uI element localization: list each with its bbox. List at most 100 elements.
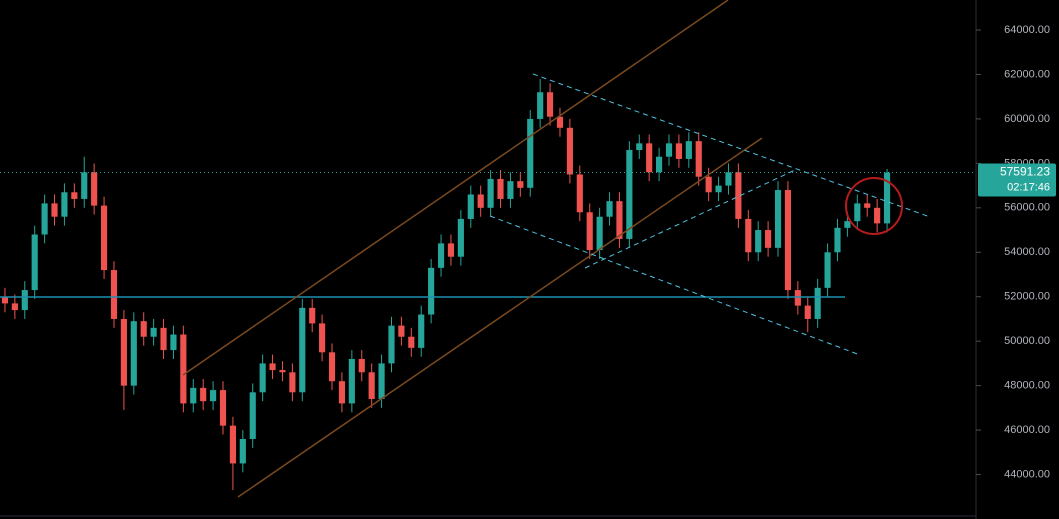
candle-body — [774, 190, 782, 248]
countdown-label: 02:17:46 — [1007, 181, 1050, 193]
candle-body — [814, 287, 821, 319]
last-price-marker: 57591.23 02:17:46 — [0, 163, 1056, 197]
candle-body — [299, 307, 306, 393]
candle-body — [695, 141, 702, 177]
y-tick-label: 62000.00 — [1004, 68, 1050, 80]
candle-body — [745, 218, 752, 253]
candle-body — [507, 181, 514, 199]
candle-body — [477, 194, 484, 208]
channel-lower — [237, 137, 763, 498]
candle-body — [428, 267, 435, 315]
highlight-circle — [845, 177, 903, 235]
candle-body — [91, 172, 98, 206]
candle-body — [150, 327, 157, 337]
candle-body — [408, 336, 415, 348]
wedge-upper — [532, 73, 931, 218]
wedge-lower — [489, 215, 861, 356]
candle-body — [864, 203, 871, 208]
y-tick-label: 44000.00 — [1004, 468, 1050, 480]
candle-body — [606, 201, 613, 217]
candle-body — [130, 321, 137, 386]
candle-body — [665, 143, 673, 157]
last-price-box — [978, 163, 1056, 197]
candle-body — [190, 387, 197, 404]
candle-body — [289, 372, 296, 393]
candle-body — [259, 363, 266, 393]
candle-body — [1, 296, 9, 304]
y-tick-label: 52000.00 — [1004, 291, 1050, 303]
candle-body — [338, 381, 346, 404]
candle-body — [844, 221, 851, 228]
candle-body — [646, 143, 653, 173]
candle-body — [160, 327, 167, 351]
candle-body — [319, 323, 326, 353]
y-tick-label: 54000.00 — [1004, 246, 1050, 258]
pattern-line — [584, 169, 796, 269]
y-tick-label: 50000.00 — [1004, 335, 1050, 347]
candle-body — [883, 172, 891, 224]
candle-body — [527, 118, 534, 188]
candle-body — [219, 390, 227, 426]
price-axis: 44000.00 46000.00 48000.00 50000.00 52000.00… — [976, 24, 1050, 480]
last-price-label: 57591.23 — [1000, 165, 1050, 179]
candle-body — [576, 174, 583, 213]
candle-body — [784, 190, 792, 291]
candle-body — [804, 305, 811, 319]
candle-body — [61, 192, 68, 217]
drawings — [0, 0, 931, 498]
candle-body — [21, 290, 28, 311]
candle-body — [239, 438, 246, 464]
candle-body — [834, 227, 841, 253]
candle-body — [328, 352, 336, 382]
candle-body — [200, 387, 207, 402]
candle-body — [249, 392, 256, 439]
price-axis-panel — [976, 0, 1059, 519]
candle-body — [854, 203, 861, 222]
candle-body — [725, 172, 732, 186]
candle-body — [517, 181, 524, 188]
candle-body — [279, 370, 286, 373]
candles — [1, 78, 891, 491]
candle-body — [755, 230, 762, 253]
candle-body — [269, 363, 276, 371]
candle-body — [656, 156, 663, 173]
candle-body — [675, 143, 682, 159]
candle-body — [388, 325, 395, 364]
candle-body — [398, 325, 405, 337]
candle-body — [596, 216, 603, 251]
y-tick-label: 60000.00 — [1004, 113, 1050, 125]
candle-body — [735, 172, 742, 219]
candle-body — [705, 176, 712, 193]
candle-body — [467, 194, 474, 219]
candle-body — [487, 178, 494, 208]
candle-body — [51, 203, 58, 217]
candle-body — [309, 307, 316, 324]
y-tick-label: 56000.00 — [1004, 202, 1050, 214]
candle-body — [358, 358, 365, 373]
candle-body — [874, 207, 881, 224]
y-tick-label: 64000.00 — [1004, 24, 1050, 36]
candle-body — [566, 127, 573, 175]
candle-body — [81, 172, 88, 199]
candle-body — [537, 92, 544, 119]
candle-body — [71, 192, 78, 199]
candle-body — [457, 218, 464, 257]
candle-body — [170, 334, 177, 351]
candle-body — [11, 303, 18, 311]
candle-body — [31, 234, 38, 291]
candle-body — [418, 314, 425, 348]
candle-body — [765, 230, 772, 248]
candle-body — [636, 143, 643, 151]
candle-body — [556, 116, 564, 128]
candle-body — [348, 358, 355, 404]
candle-body — [685, 141, 692, 159]
candle-body — [368, 372, 375, 399]
candle-body — [794, 290, 801, 306]
candle-body — [546, 92, 554, 117]
channel-upper — [182, 0, 729, 376]
candle-body — [210, 390, 217, 402]
candle-body — [715, 185, 722, 193]
y-tick-label: 48000.00 — [1004, 380, 1050, 392]
